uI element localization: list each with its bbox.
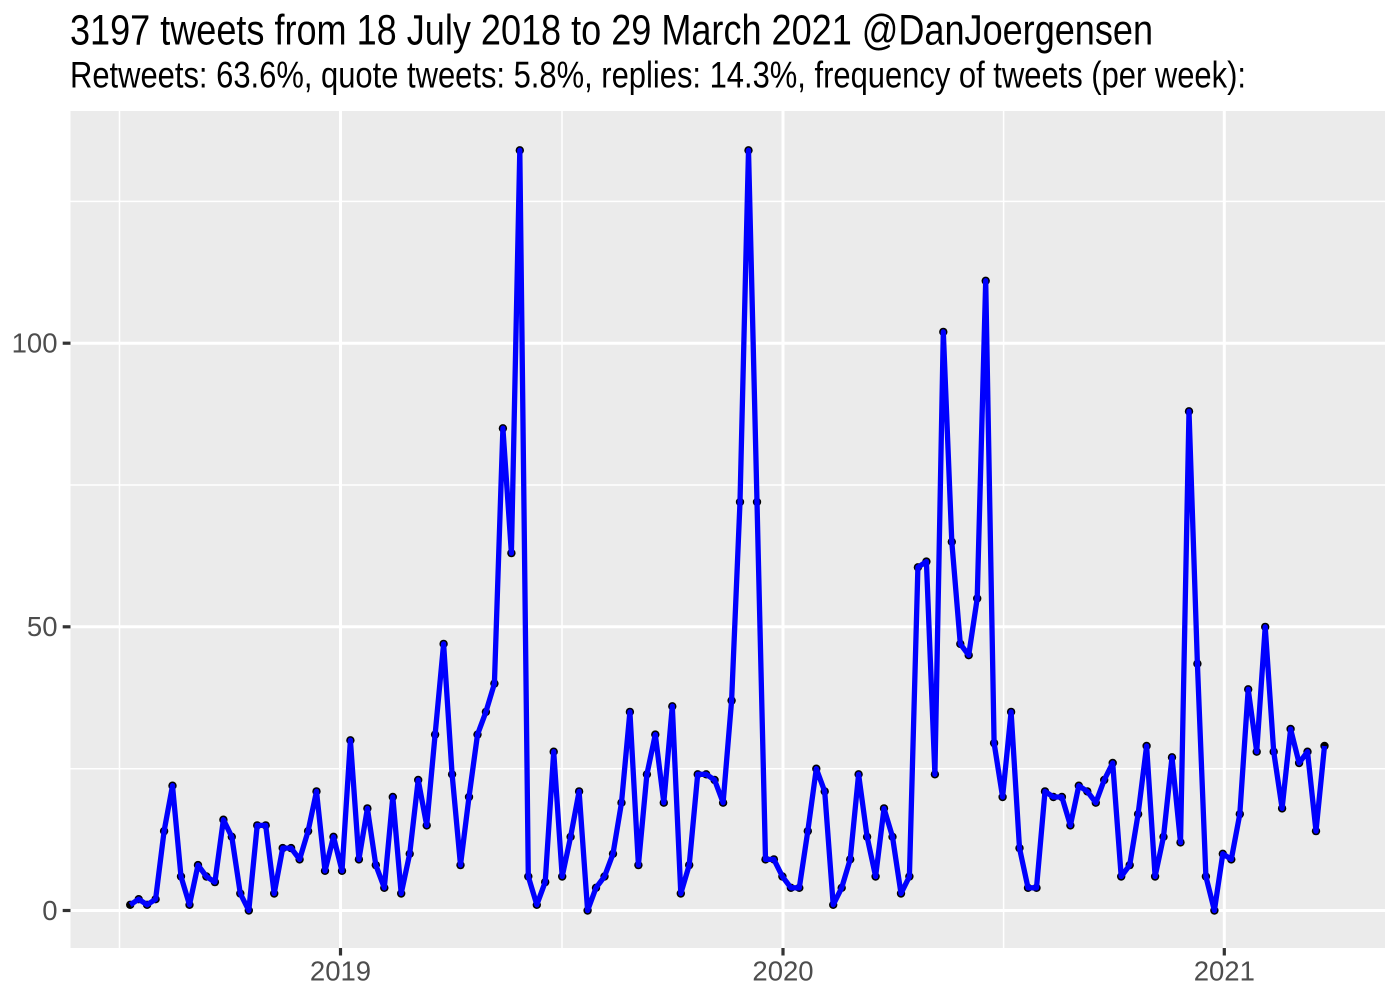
svg-text:2019: 2019 xyxy=(310,956,371,987)
svg-text:0: 0 xyxy=(42,895,57,926)
svg-text:2021: 2021 xyxy=(1194,956,1255,987)
svg-text:3197 tweets from 18 July 2018: 3197 tweets from 18 July 2018 to 29 Marc… xyxy=(70,7,1153,54)
svg-text:2020: 2020 xyxy=(752,956,813,987)
svg-text:100: 100 xyxy=(12,328,58,359)
svg-text:50: 50 xyxy=(27,611,58,642)
svg-text:Retweets: 63.6%, quote tweets:: Retweets: 63.6%, quote tweets: 5.8%, rep… xyxy=(70,54,1246,95)
